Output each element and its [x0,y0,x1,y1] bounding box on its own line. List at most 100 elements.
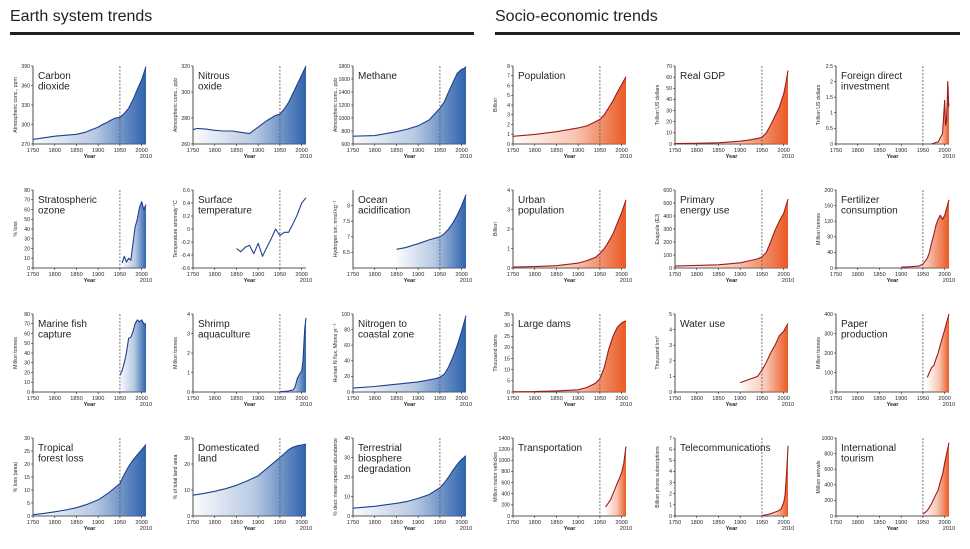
x-tick-label: 1950 [434,272,446,278]
x-tick-label: 1950 [756,520,768,526]
x-tick-label: 1800 [369,396,381,402]
section-title-earth: Earth system trends [10,8,153,25]
series-area [279,317,306,392]
x-tick-label: 1750 [27,520,39,526]
x-tick-label: 1900 [252,272,264,278]
y-tick-label: 400 [824,483,833,489]
x-tick-label: 1800 [209,520,221,526]
y-tick-label: 0 [507,142,510,148]
x-axis-label: Year [564,278,577,284]
x-axis-label: Year [84,278,97,284]
series-line [121,201,147,264]
y-tick-label: 50 [24,217,30,223]
x-tick-label: 1800 [529,272,541,278]
x-tick-label: 1900 [92,520,104,526]
x-tick-label: 2000 [455,272,467,278]
chart-title: oxide [198,82,222,93]
x-tick-label: 1800 [49,396,61,402]
series-line [512,320,627,393]
x-tick-label: 1950 [756,396,768,402]
y-tick-label: 1000 [498,458,510,464]
y-tick-label: -0.2 [181,240,190,246]
x-end-label: 2010 [460,154,472,160]
x-axis-label: Year [726,154,739,160]
y-tick-label: 8 [347,203,350,209]
series-line [605,446,627,508]
x-axis-label: Year [564,154,577,160]
series-area [33,444,146,516]
y-tick-label: 1000 [821,436,833,442]
x-tick-label: 1800 [691,396,703,402]
y-tick-label: 30 [344,455,350,461]
x-tick-label: 1900 [412,396,424,402]
y-tick-label: 300 [663,227,672,233]
x-tick-label: 1800 [852,520,864,526]
chart-title: Ocean [358,195,387,206]
y-axis-label: Million motor vehicles [493,452,499,502]
chart-title: population [518,206,564,217]
x-tick-label: 1750 [27,272,39,278]
y-tick-label: 5 [507,93,510,99]
section-rule-earth [10,32,474,35]
x-tick-label: 1750 [187,272,199,278]
y-tick-label: 20 [24,462,30,468]
chart-panel: -0.6 -0.4 -0.2 0 0.2 0.4 0.6 1750 1800 1850 1900 19… [173,188,312,284]
x-tick-label: 1800 [49,520,61,526]
series-area [513,199,626,268]
chart-title: capture [38,330,72,341]
x-tick-label: 2000 [455,396,467,402]
chart-title: temperature [198,206,252,217]
y-tick-label: 70 [24,198,30,204]
series-area [605,446,626,516]
y-tick-label: 160 [824,203,833,209]
y-tick-label: 8 [507,64,510,70]
chart-panel: 0 5 10 15 20 25 30 35 1750 1800 1850 1900 1950 200020… [493,312,632,408]
x-tick-label: 1800 [369,272,381,278]
x-axis-label: Year [244,278,257,284]
y-tick-label: 600 [501,480,510,486]
y-tick-label: 300 [181,90,190,96]
y-tick-label: 0.2 [183,214,190,220]
y-tick-label: 0 [27,266,30,272]
y-tick-label: 40 [24,351,30,357]
y-tick-label: 2 [507,122,510,128]
y-tick-label: 0 [830,390,833,396]
chart-panel: 270 300 330 360 390 1750 1800 1850 1900 1950 20002… [13,64,152,160]
y-tick-label: 5 [507,379,510,385]
y-tick-label: 6 [669,447,672,453]
x-tick-label: 1750 [347,148,359,154]
x-tick-label: 2000 [135,520,147,526]
y-tick-label: 200 [501,503,510,509]
y-tick-label: 20 [24,246,30,252]
series-line [740,323,789,384]
y-tick-label: 0 [830,514,833,520]
x-tick-label: 1750 [347,520,359,526]
y-tick-label: 10 [24,256,30,262]
y-tick-label: 0 [187,390,190,396]
y-tick-label: 6 [507,83,510,89]
chart-title: Domesticated [198,443,259,454]
x-tick-label: 1900 [895,396,907,402]
y-tick-label: 0 [507,266,510,272]
x-tick-label: 1950 [274,520,286,526]
x-tick-label: 1850 [873,520,885,526]
y-axis-label: Trillion US dollars [816,84,822,125]
series-area [122,201,146,268]
y-tick-label: 10 [24,488,30,494]
x-end-label: 2010 [782,278,794,284]
x-tick-label: 1900 [734,520,746,526]
chart-title: Nitrogen to [358,319,407,330]
chart-title: forest loss [38,454,84,465]
section-title-socio: Socio-economic trends [495,8,658,25]
y-axis-label: Hydrogen ion, nmol kg⁻¹ [333,201,339,258]
y-tick-label: -0.4 [181,253,190,259]
y-tick-label: 70 [24,322,30,328]
x-end-label: 2010 [620,526,632,532]
x-end-label: 2010 [460,278,472,284]
x-tick-label: 1900 [895,272,907,278]
y-axis-label: Million tonnes [816,337,822,369]
x-tick-label: 1800 [49,148,61,154]
x-tick-label: 1800 [691,272,703,278]
chart-title: Primary [680,195,714,206]
y-tick-label: 400 [501,492,510,498]
